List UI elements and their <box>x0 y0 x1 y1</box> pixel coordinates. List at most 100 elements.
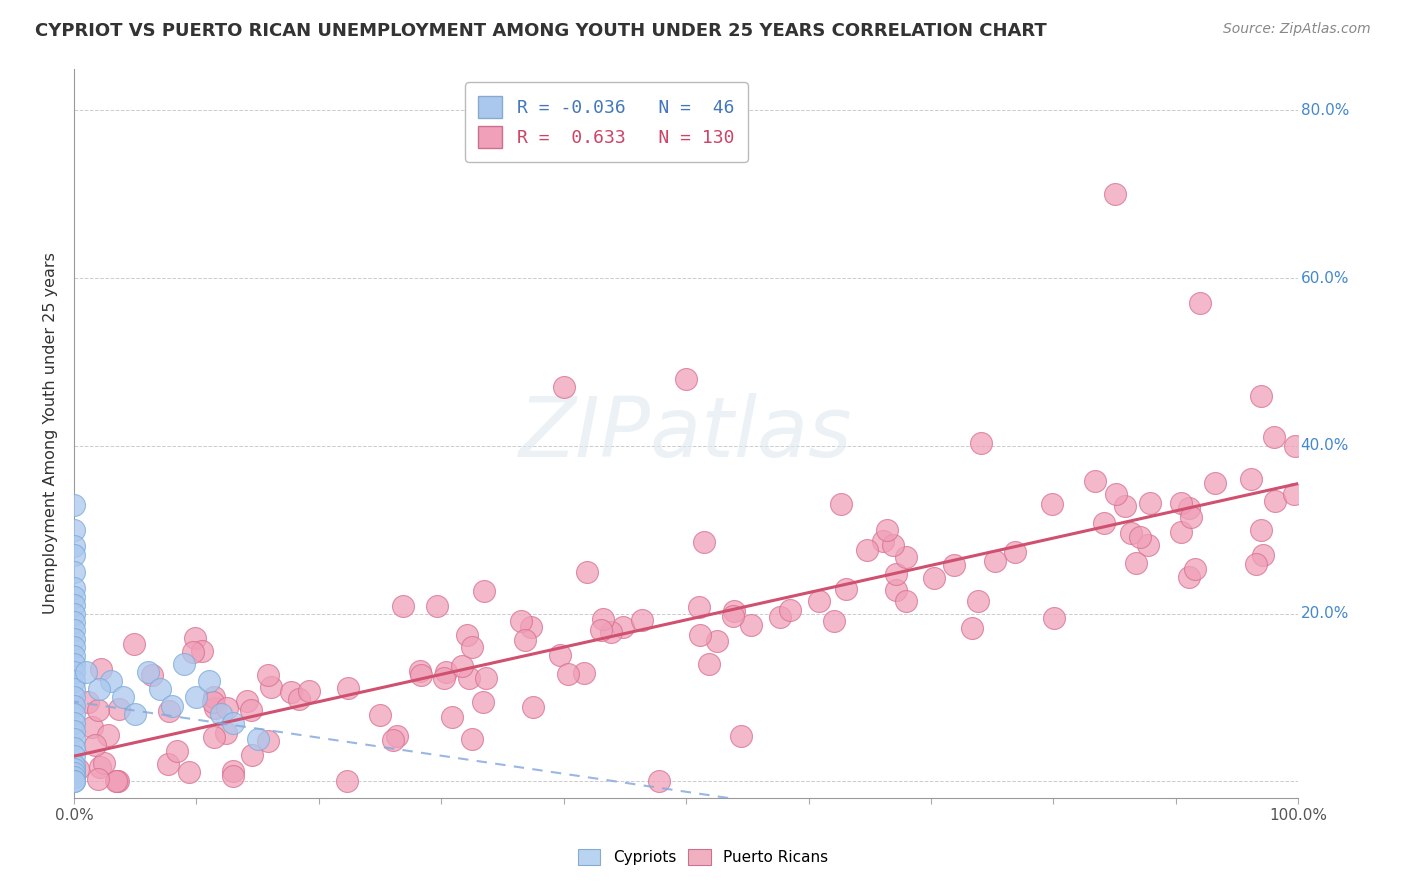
Point <box>122 637 145 651</box>
Point <box>1263 430 1285 444</box>
Point <box>63 749 86 764</box>
Point <box>63 723 86 738</box>
Point <box>1136 538 1159 552</box>
Point <box>63 615 86 629</box>
Point <box>823 614 845 628</box>
Point <box>1178 500 1201 515</box>
Point <box>63 774 86 789</box>
Point <box>156 756 179 771</box>
Point <box>1092 516 1115 531</box>
Point <box>257 667 280 681</box>
Point <box>872 533 894 548</box>
Point <box>190 644 212 658</box>
Point <box>510 614 533 628</box>
Point <box>572 666 595 681</box>
Point <box>1282 487 1305 501</box>
Point <box>280 684 302 698</box>
Point <box>922 572 945 586</box>
Point <box>520 619 543 633</box>
Point <box>630 613 652 627</box>
Point <box>1040 497 1063 511</box>
Point <box>97 728 120 742</box>
Point <box>107 774 129 789</box>
Text: 60.0%: 60.0% <box>1301 270 1350 285</box>
Point <box>834 582 856 597</box>
Point <box>63 690 86 705</box>
Point <box>612 620 634 634</box>
Point <box>141 668 163 682</box>
Point <box>183 632 205 646</box>
Point <box>197 673 219 688</box>
Point <box>260 680 283 694</box>
Point <box>721 608 744 623</box>
Point <box>576 565 599 579</box>
Point <box>63 673 86 688</box>
Point <box>160 698 183 713</box>
Point <box>730 730 752 744</box>
Point <box>1119 526 1142 541</box>
Point <box>240 747 263 762</box>
Point <box>1129 530 1152 544</box>
Point <box>257 733 280 747</box>
Point <box>1250 523 1272 537</box>
Point <box>966 594 988 608</box>
Point <box>222 715 245 730</box>
Point <box>222 764 245 778</box>
Point <box>472 583 495 598</box>
Point <box>409 668 432 682</box>
Point <box>1177 570 1199 584</box>
Point <box>105 774 128 789</box>
Point <box>591 623 613 637</box>
Point <box>202 695 225 709</box>
Text: ZIPatlas: ZIPatlas <box>519 392 853 474</box>
Point <box>1264 494 1286 508</box>
Point <box>884 583 907 598</box>
Point <box>222 769 245 783</box>
Point <box>1125 556 1147 570</box>
Point <box>63 757 86 772</box>
Point <box>84 739 107 753</box>
Point <box>385 729 408 743</box>
Point <box>63 657 86 671</box>
Point <box>876 523 898 537</box>
Point <box>204 701 226 715</box>
Point <box>830 497 852 511</box>
Text: 80.0%: 80.0% <box>1301 103 1348 118</box>
Point <box>63 770 86 784</box>
Point <box>186 690 208 705</box>
Point <box>63 762 86 776</box>
Point <box>740 618 762 632</box>
Point <box>689 627 711 641</box>
Point <box>298 684 321 698</box>
Text: CYPRIOT VS PUERTO RICAN UNEMPLOYMENT AMONG YOUTH UNDER 25 YEARS CORRELATION CHAR: CYPRIOT VS PUERTO RICAN UNEMPLOYMENT AMO… <box>35 22 1047 40</box>
Point <box>441 710 464 724</box>
Point <box>166 744 188 758</box>
Point <box>240 703 263 717</box>
Point <box>246 732 269 747</box>
Point <box>882 538 904 552</box>
Point <box>382 733 405 747</box>
Point <box>675 372 697 386</box>
Point <box>1084 474 1107 488</box>
Point <box>723 604 745 618</box>
Point <box>66 762 89 776</box>
Point <box>87 703 110 717</box>
Point <box>706 633 728 648</box>
Point <box>1043 611 1066 625</box>
Point <box>89 760 111 774</box>
Point <box>202 690 225 704</box>
Point <box>894 594 917 608</box>
Point <box>63 607 86 621</box>
Text: 40.0%: 40.0% <box>1301 438 1348 453</box>
Point <box>337 681 360 696</box>
Point <box>856 543 879 558</box>
Point <box>1250 388 1272 402</box>
Point <box>63 590 86 604</box>
Point <box>451 659 474 673</box>
Point <box>984 554 1007 568</box>
Point <box>474 671 496 685</box>
Point <box>779 603 801 617</box>
Point <box>63 640 86 654</box>
Point <box>107 701 129 715</box>
Point <box>391 599 413 614</box>
